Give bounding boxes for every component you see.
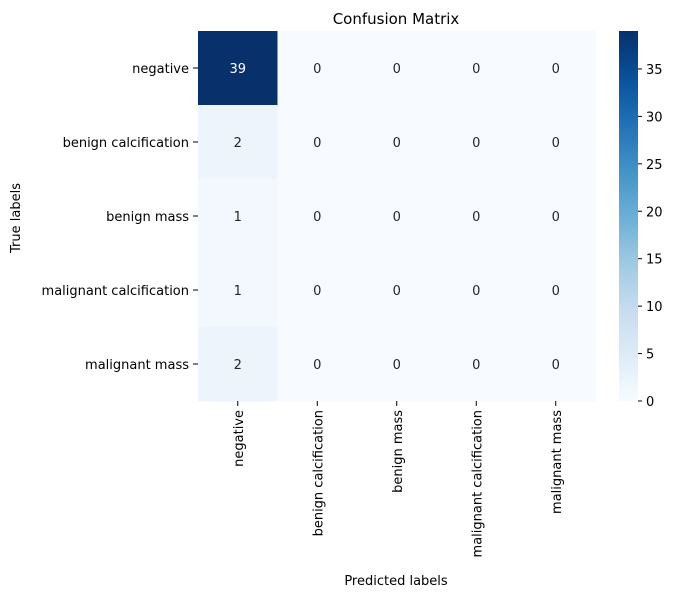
cell-value-label: 39 [229,62,246,77]
y-axis-label: True labels [9,183,24,254]
cell-value-label: 0 [393,210,401,225]
y-tick-label: negative [132,62,189,77]
heatmap-cell [516,179,596,254]
x-tick-label: benign calcification [311,410,326,536]
cell-value-label: 0 [393,62,401,77]
x-tick-label: malignant mass [550,410,565,514]
heatmap-cell [436,327,517,402]
cell-value-label: 2 [234,358,242,373]
heatmap-cell [277,105,358,180]
cell-value-label: 0 [552,358,560,373]
cell-value-label: 0 [393,136,401,151]
cell-value-label: 0 [393,358,401,373]
heatmap-cell [436,105,517,180]
cell-value-label: 0 [393,284,401,299]
colorbar-tick-label: 25 [646,158,663,173]
cell-value-label: 1 [234,284,242,299]
y-tick-label: malignant calcification [42,284,189,299]
heatmap-cell [357,179,437,254]
x-tick-label: benign mass [391,410,406,493]
colorbar-tick-label: 30 [646,110,663,125]
cell-value-label: 2 [234,136,242,151]
heatmap-cell [198,327,278,402]
cell-value-label: 0 [472,210,480,225]
cell-value-label: 0 [472,284,480,299]
cell-value-label: 0 [472,136,480,151]
chart-title: Confusion Matrix [333,10,460,28]
colorbar-tick-label: 0 [646,395,654,410]
x-axis-label: Predicted labels [344,574,448,589]
colorbar [619,31,638,401]
heatmap-cell [357,31,437,106]
cell-value-label: 0 [313,358,321,373]
cell-value-label: 0 [313,136,321,151]
cell-value-label: 0 [472,62,480,77]
x-tick-label: negative [232,410,247,467]
colorbar-tick-label: 35 [646,63,663,78]
cell-value-label: 0 [552,284,560,299]
heatmap-cell [198,179,278,254]
heatmap-cell [277,179,358,254]
heatmap-cell [198,253,278,328]
heatmap-cell [277,327,358,402]
y-tick-label: malignant mass [85,358,189,373]
colorbar-tick-label: 10 [646,300,663,315]
heatmap-cell [436,253,517,328]
cell-value-label: 0 [313,210,321,225]
heatmap-cell [357,105,437,180]
cell-value-label: 0 [472,358,480,373]
cell-value-label: 0 [313,284,321,299]
y-tick-label: benign mass [106,210,189,225]
heatmap-cell [277,31,358,106]
heatmap-cell [516,327,596,402]
x-tick-label: malignant calcification [470,410,485,557]
colorbar-tick-label: 20 [646,205,663,220]
heatmap-cell [436,179,517,254]
heatmap-cell [198,31,278,106]
cell-value-label: 0 [552,136,560,151]
cell-value-label: 0 [552,210,560,225]
heatmap-cell [198,105,278,180]
cell-value-label: 0 [552,62,560,77]
cell-value-label: 1 [234,210,242,225]
colorbar-tick-label: 5 [646,348,654,363]
heatmap-cell [516,31,596,106]
heatmap-cell [516,253,596,328]
heatmap-cell [516,105,596,180]
heatmap-cell [436,31,517,106]
heatmap-cell [357,327,437,402]
heatmap-cell [277,253,358,328]
heatmap-cell [357,253,437,328]
cell-value-label: 0 [313,62,321,77]
colorbar-tick-label: 15 [646,253,663,268]
y-tick-label: benign calcification [63,136,189,151]
